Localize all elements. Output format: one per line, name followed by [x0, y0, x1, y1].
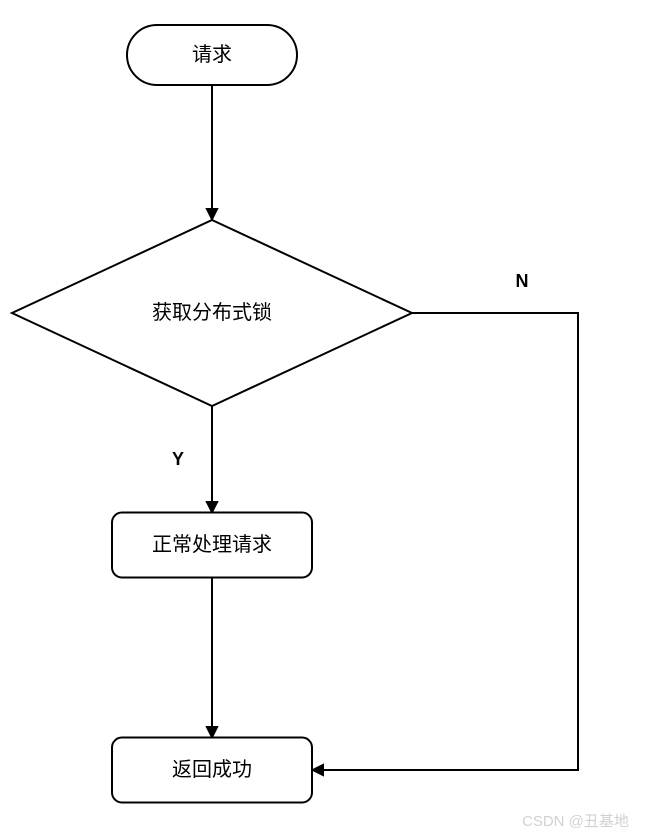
flowchart-container: YN请求获取分布式锁正常处理请求返回成功 CSDN @丑基地: [0, 0, 672, 834]
edge-label-N: N: [516, 271, 529, 291]
flowchart-svg: Y N 请求获取分布式锁正常处理请求返回成功: [0, 0, 672, 834]
node-label-end: 返回成功: [172, 758, 252, 781]
edge-3: [312, 313, 578, 770]
node-label-process: 正常处理请求: [152, 533, 272, 556]
node-label-start: 请求: [192, 43, 232, 66]
node-label-decision: 获取分布式锁: [152, 301, 272, 324]
edge-label-Y: Y: [172, 449, 184, 469]
